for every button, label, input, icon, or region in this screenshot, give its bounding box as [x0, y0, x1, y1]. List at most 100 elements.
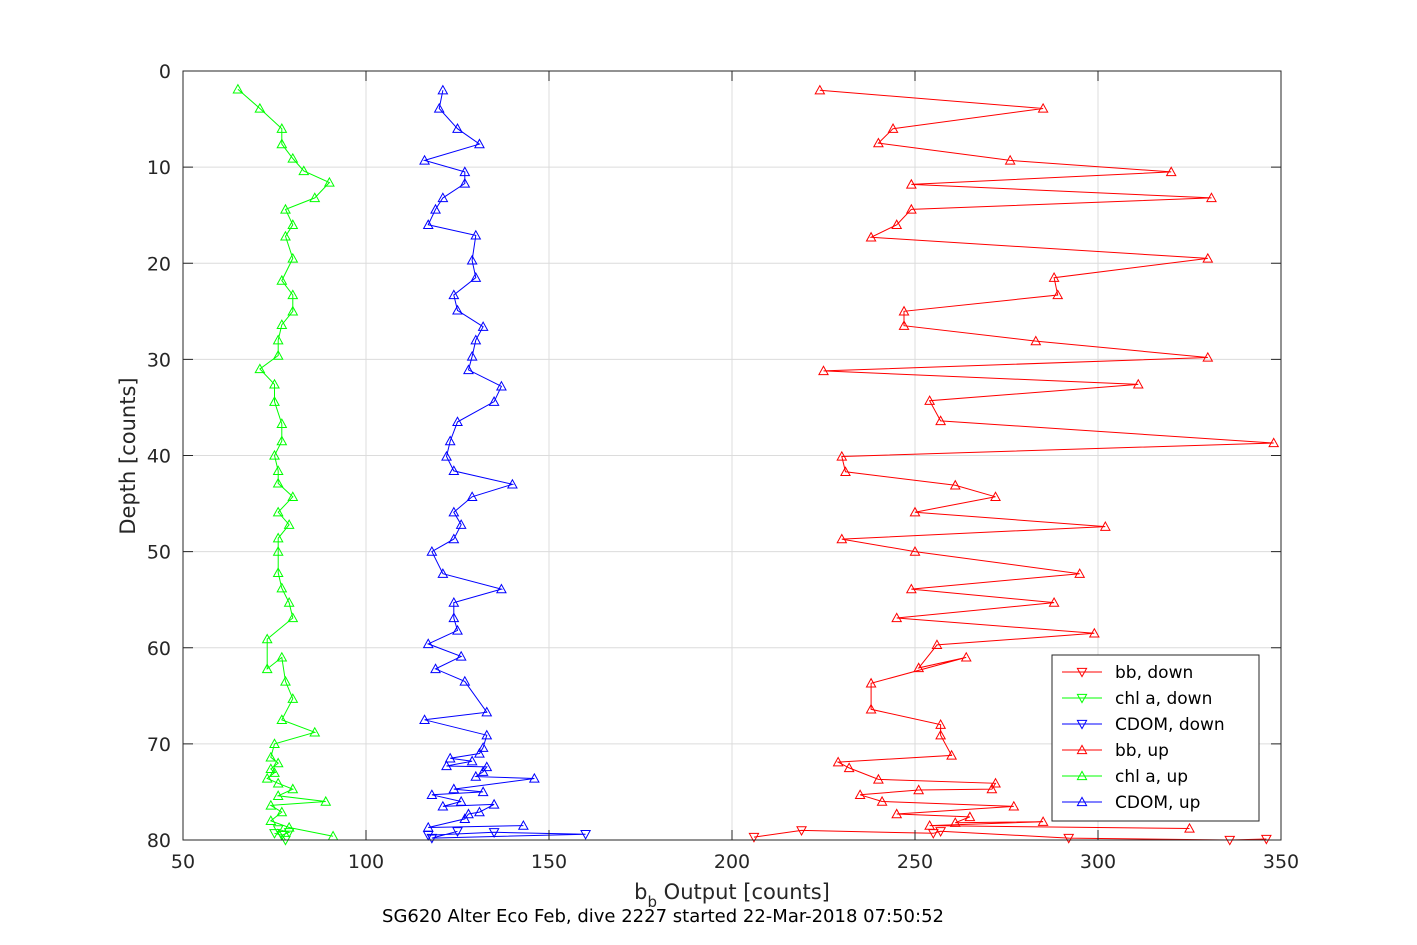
data-point: [448, 783, 460, 794]
data-point: [448, 465, 460, 476]
data-point: [276, 582, 288, 593]
data-point: [1184, 822, 1195, 833]
data-point: [272, 825, 284, 836]
data-point: [452, 624, 463, 635]
data-point: [1008, 800, 1020, 811]
data-point: [265, 751, 277, 762]
data-point: [840, 466, 851, 477]
series-4: [232, 83, 339, 841]
data-point: [272, 777, 284, 788]
data-point: [474, 806, 485, 817]
series-line: [819, 89, 1274, 829]
data-point: [444, 435, 456, 446]
data-point: [276, 274, 288, 285]
data-point: [422, 219, 434, 229]
data-point: [477, 742, 489, 752]
legend-entry: chl a, down: [1062, 689, 1212, 709]
data-point: [430, 663, 441, 674]
data-point: [459, 166, 471, 177]
data-point: [287, 305, 299, 316]
data-point: [452, 123, 463, 133]
data-point: [276, 831, 288, 841]
data-point: [455, 650, 467, 661]
legend-box: [1051, 654, 1260, 822]
data-point: [1206, 192, 1217, 203]
y-tick-label: 0: [159, 61, 171, 83]
data-point: [441, 760, 452, 771]
data-point: [935, 415, 947, 426]
legend-label: CDOM, down: [1115, 715, 1225, 735]
data-point: [298, 165, 310, 176]
series-3: [814, 84, 1280, 833]
data-point: [276, 651, 288, 662]
data-point: [470, 229, 482, 240]
legend-entry: CDOM, up: [1062, 793, 1200, 813]
data-point: [272, 477, 284, 488]
data-point: [276, 138, 288, 149]
series-line: [422, 90, 535, 828]
data-point: [309, 726, 321, 737]
series-5: [419, 84, 540, 832]
data-point: [452, 827, 463, 837]
data-point: [1202, 252, 1214, 263]
x-tick-label: 350: [1263, 851, 1299, 873]
data-point: [437, 192, 449, 203]
data-point: [448, 596, 460, 607]
data-point: [1048, 596, 1060, 607]
data-point: [452, 304, 463, 315]
data-point: [898, 305, 910, 316]
x-axis-label-rest: Output [counts]: [657, 880, 830, 904]
data-point: [287, 612, 299, 623]
data-point: [272, 545, 284, 556]
legend-marker: [1076, 667, 1088, 678]
data-point: [946, 749, 958, 760]
legend-label: bb, up: [1115, 741, 1169, 761]
data-point: [990, 777, 1001, 788]
data-point: [422, 638, 434, 649]
data-point: [1030, 335, 1042, 346]
data-point: [283, 828, 295, 838]
data-point: [887, 123, 899, 133]
data-point: [232, 83, 244, 94]
data-point: [422, 821, 434, 832]
data-point: [466, 350, 478, 361]
data-point: [272, 757, 284, 768]
data-point: [272, 465, 284, 476]
legend-entry: bb, down: [1062, 663, 1193, 683]
data-point: [1004, 154, 1016, 165]
data-point: [466, 755, 478, 766]
data-point: [272, 349, 284, 360]
data-point: [909, 545, 921, 556]
x-tick-label: 300: [1080, 851, 1116, 873]
x-tick-label: 100: [348, 851, 384, 873]
data-point: [448, 506, 460, 517]
legend-label: bb, down: [1115, 663, 1193, 683]
data-point: [1074, 568, 1086, 578]
data-point: [426, 789, 438, 800]
data-point: [287, 783, 299, 794]
data-point: [441, 450, 452, 461]
y-axis-label: Depth [counts]: [116, 377, 140, 534]
data-point: [430, 203, 441, 214]
legend-marker: [1076, 693, 1088, 704]
data-point: [477, 766, 489, 776]
data-point: [309, 192, 321, 203]
data-point: [276, 806, 288, 817]
data-point: [466, 491, 478, 502]
data-point: [320, 795, 332, 806]
data-point: [528, 772, 540, 783]
data-point: [455, 519, 467, 529]
data-point: [905, 583, 917, 594]
data-point: [832, 756, 844, 767]
data-point: [272, 506, 284, 517]
data-point: [287, 289, 299, 300]
data-point: [506, 478, 518, 489]
data-point: [477, 321, 489, 331]
data-point: [437, 84, 449, 95]
data-point: [283, 596, 295, 607]
x-axis-label-main: b: [634, 880, 647, 904]
legend-label: chl a, down: [1115, 689, 1212, 709]
data-point: [872, 773, 884, 784]
data-point: [276, 123, 288, 133]
